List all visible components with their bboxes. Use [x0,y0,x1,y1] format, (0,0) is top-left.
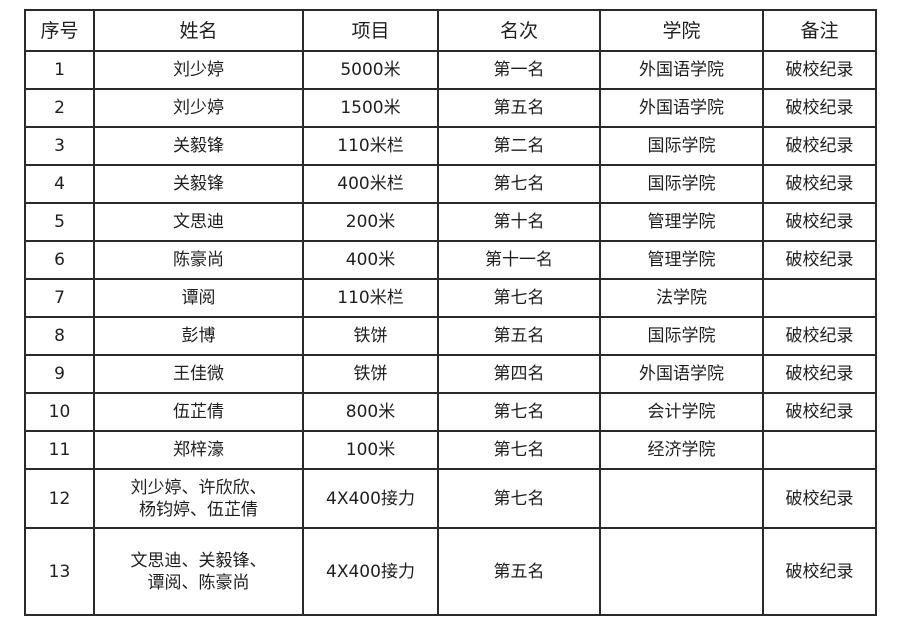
cell-index: 8 [24,316,95,356]
cell-event: 1500米 [302,88,439,128]
cell-college: 国际学院 [599,164,764,204]
cell-event: 5000米 [302,50,439,90]
cell-index: 7 [24,278,95,318]
header-rank: 名次 [437,9,601,52]
cell-college: 法学院 [599,278,764,318]
cell-name: 文思迪 [93,202,304,242]
cell-rank: 第七名 [437,164,601,204]
cell-remark: 破校纪录 [762,164,877,204]
cell-index: 4 [24,164,95,204]
cell-name: 陈豪尚 [93,240,304,280]
table-row: 3 关毅锋 110米栏 第二名 国际学院 破校纪录 [24,126,877,166]
cell-index: 10 [24,392,95,432]
cell-name: 关毅锋 [93,126,304,166]
cell-index: 5 [24,202,95,242]
cell-rank: 第五名 [437,527,601,616]
cell-event: 4X400接力 [302,468,439,529]
cell-college: 国际学院 [599,126,764,166]
cell-event: 400米 [302,240,439,280]
cell-remark: 破校纪录 [762,354,877,394]
cell-event: 110米栏 [302,126,439,166]
cell-college: 经济学院 [599,430,764,470]
cell-event: 200米 [302,202,439,242]
cell-rank: 第四名 [437,354,601,394]
cell-rank: 第二名 [437,126,601,166]
cell-event: 400米栏 [302,164,439,204]
cell-remark [762,430,877,470]
header-event: 项目 [302,9,439,52]
cell-rank: 第七名 [437,468,601,529]
cell-college: 外国语学院 [599,50,764,90]
cell-event: 铁饼 [302,354,439,394]
table-row: 6 陈豪尚 400米 第十一名 管理学院 破校纪录 [24,240,877,280]
cell-rank: 第十名 [437,202,601,242]
cell-remark: 破校纪录 [762,316,877,356]
cell-college: 会计学院 [599,392,764,432]
cell-rank: 第一名 [437,50,601,90]
cell-remark: 破校纪录 [762,392,877,432]
cell-remark: 破校纪录 [762,468,877,529]
results-table: 序号 姓名 项目 名次 学院 备注 1 刘少婷 5000米 第一名 外国语学院 破校纪录 2… [24,9,877,616]
cell-rank: 第七名 [437,430,601,470]
cell-index: 2 [24,88,95,128]
cell-rank: 第五名 [437,316,601,356]
cell-name: 彭博 [93,316,304,356]
cell-remark [762,278,877,318]
cell-name: 王佳微 [93,354,304,394]
cell-event: 110米栏 [302,278,439,318]
table-row: 2 刘少婷 1500米 第五名 外国语学院 破校纪录 [24,88,877,128]
table-row: 12 刘少婷、许欣欣、 杨钧婷、伍芷倩 4X400接力 第七名 破校纪录 [24,468,877,529]
cell-index: 13 [24,527,95,616]
cell-college: 外国语学院 [599,354,764,394]
cell-college [599,468,764,529]
cell-remark: 破校纪录 [762,202,877,242]
cell-index: 12 [24,468,95,529]
cell-name: 郑梓濠 [93,430,304,470]
cell-name: 关毅锋 [93,164,304,204]
cell-college: 外国语学院 [599,88,764,128]
cell-event: 铁饼 [302,316,439,356]
table-row: 10 伍芷倩 800米 第七名 会计学院 破校纪录 [24,392,877,432]
cell-event: 4X400接力 [302,527,439,616]
table-row: 5 文思迪 200米 第十名 管理学院 破校纪录 [24,202,877,242]
table-row: 1 刘少婷 5000米 第一名 外国语学院 破校纪录 [24,50,877,90]
cell-rank: 第七名 [437,278,601,318]
cell-event: 100米 [302,430,439,470]
cell-college: 管理学院 [599,240,764,280]
table-row: 13 文思迪、关毅锋、 谭阅、陈豪尚 4X400接力 第五名 破校纪录 [24,527,877,616]
cell-remark: 破校纪录 [762,126,877,166]
cell-index: 9 [24,354,95,394]
cell-rank: 第七名 [437,392,601,432]
cell-name: 伍芷倩 [93,392,304,432]
cell-name: 谭阅 [93,278,304,318]
cell-index: 11 [24,430,95,470]
table-row: 9 王佳微 铁饼 第四名 外国语学院 破校纪录 [24,354,877,394]
table-row: 7 谭阅 110米栏 第七名 法学院 [24,278,877,318]
cell-index: 3 [24,126,95,166]
cell-index: 6 [24,240,95,280]
cell-remark: 破校纪录 [762,527,877,616]
header-college: 学院 [599,9,764,52]
cell-name: 刘少婷、许欣欣、 杨钧婷、伍芷倩 [93,468,304,529]
cell-remark: 破校纪录 [762,240,877,280]
cell-rank: 第十一名 [437,240,601,280]
header-row: 序号 姓名 项目 名次 学院 备注 [24,9,877,52]
header-index: 序号 [24,9,95,52]
cell-name: 刘少婷 [93,50,304,90]
table-row: 8 彭博 铁饼 第五名 国际学院 破校纪录 [24,316,877,356]
cell-college: 国际学院 [599,316,764,356]
cell-remark: 破校纪录 [762,88,877,128]
cell-index: 1 [24,50,95,90]
cell-rank: 第五名 [437,88,601,128]
cell-college [599,527,764,616]
cell-name: 刘少婷 [93,88,304,128]
table-row: 4 关毅锋 400米栏 第七名 国际学院 破校纪录 [24,164,877,204]
cell-name: 文思迪、关毅锋、 谭阅、陈豪尚 [93,527,304,616]
cell-remark: 破校纪录 [762,50,877,90]
table-row: 11 郑梓濠 100米 第七名 经济学院 [24,430,877,470]
cell-college: 管理学院 [599,202,764,242]
cell-event: 800米 [302,392,439,432]
header-remark: 备注 [762,9,877,52]
header-name: 姓名 [93,9,304,52]
